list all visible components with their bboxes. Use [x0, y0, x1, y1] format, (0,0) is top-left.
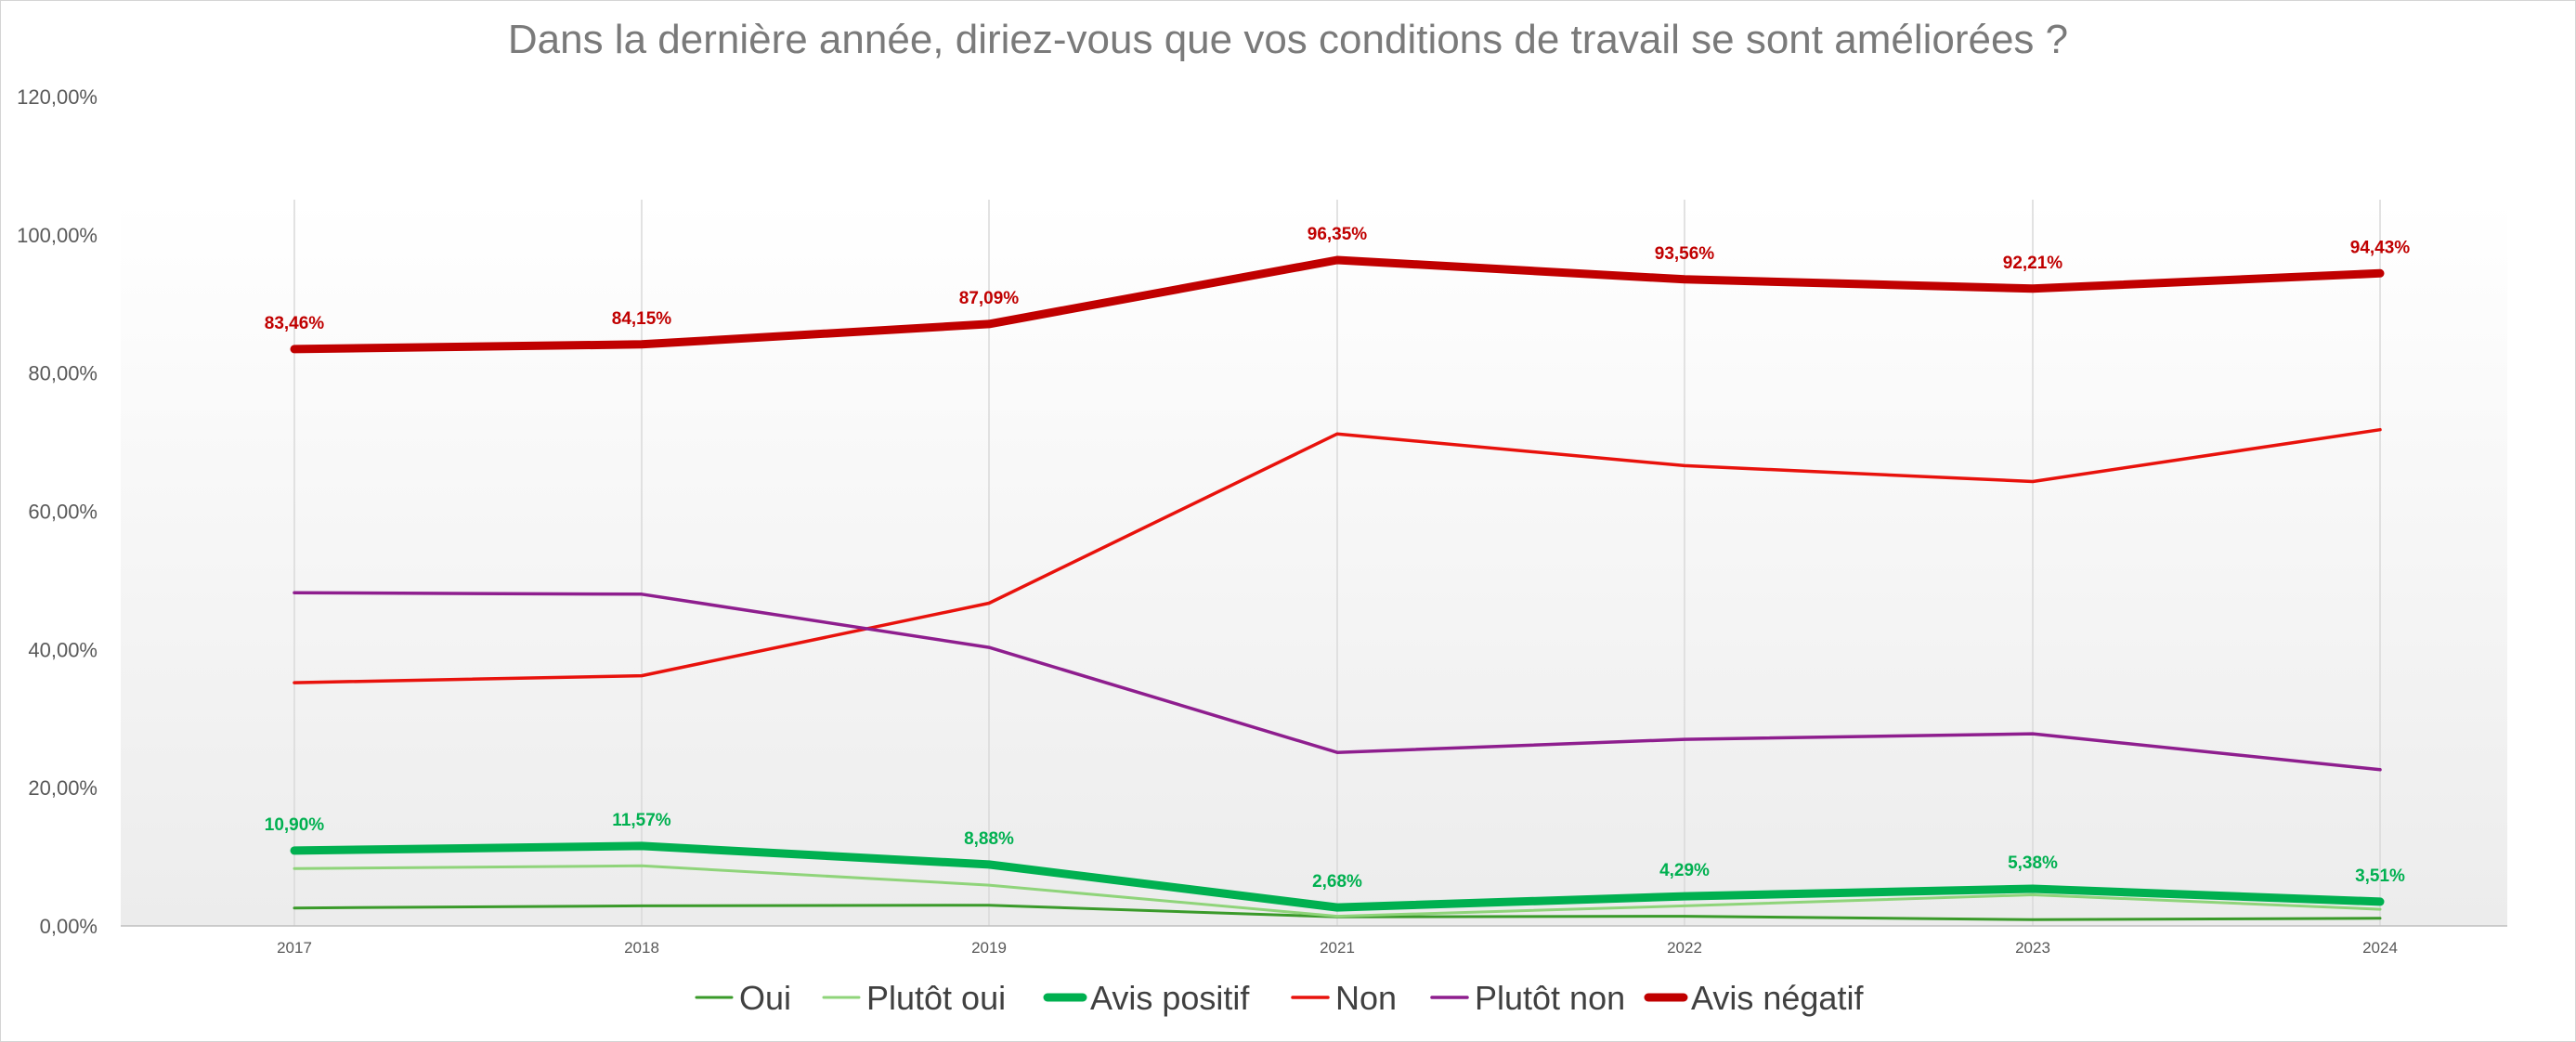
legend-label: Avis positif [1090, 979, 1250, 1017]
x-axis-ticks: 2017 2018 2019 2021 2022 2023 2024 [277, 939, 2398, 957]
y-axis-ticks: 0,00% 20,00% 40,00% 60,00% 80,00% 100,00% 120,… [17, 85, 98, 938]
data-label: 2,68% [1312, 872, 1362, 892]
data-label: 83,46% [265, 314, 325, 333]
plot-area [121, 200, 2507, 926]
y-tick-label: 60,00% [28, 501, 98, 524]
x-tick-label: 2017 [277, 939, 312, 957]
data-label: 93,56% [1655, 244, 1715, 264]
data-label: 4,29% [1659, 861, 1710, 880]
x-tick-label: 2018 [624, 939, 659, 957]
data-label: 3,51% [2355, 866, 2405, 886]
y-tick-label: 0,00% [40, 915, 98, 938]
x-tick-label: 2023 [2015, 939, 2050, 957]
data-label: 87,09% [959, 289, 1020, 308]
legend-label: Plutôt non [1475, 979, 1625, 1017]
data-labels: 10,90% 11,57% 8,88% 2,68% 4,29% 5,38% 3,51% 83,… [265, 225, 2411, 892]
series-lines [290, 255, 2385, 921]
data-label: 10,90% [265, 815, 325, 835]
chart-title: Dans la dernière année, diriez-vous que … [507, 17, 2069, 62]
series-line-3 [293, 427, 2382, 684]
y-tick-label: 100,00% [17, 224, 98, 247]
legend: Oui Plutôt oui Avis positif Non Plutôt non Av… [695, 979, 1864, 1017]
series-line-4 [293, 591, 2382, 772]
legend-label: Non [1335, 979, 1397, 1017]
x-tick-label: 2022 [1667, 939, 1702, 957]
data-label: 8,88% [964, 829, 1014, 849]
series-line-5 [290, 255, 2385, 354]
series-line-1 [293, 864, 2382, 918]
y-tick-label: 20,00% [28, 776, 98, 800]
data-label: 84,15% [612, 309, 672, 329]
y-tick-label: 120,00% [17, 85, 98, 109]
x-tick-label: 2024 [2362, 939, 2398, 957]
x-tick-label: 2021 [1320, 939, 1355, 957]
legend-label: Oui [739, 979, 791, 1017]
legend-label: Avis négatif [1691, 979, 1864, 1017]
data-label: 94,43% [2350, 238, 2411, 257]
y-tick-label: 80,00% [28, 362, 98, 385]
x-tick-label: 2019 [971, 939, 1007, 957]
y-tick-label: 40,00% [28, 638, 98, 661]
gridlines [293, 200, 2381, 926]
data-label: 92,21% [2003, 254, 2063, 273]
data-label: 5,38% [2008, 853, 2058, 873]
series-line-2 [290, 841, 2385, 912]
data-label: 11,57% [612, 811, 670, 830]
legend-label: Plutôt oui [866, 979, 1006, 1017]
data-label: 96,35% [1308, 225, 1368, 244]
